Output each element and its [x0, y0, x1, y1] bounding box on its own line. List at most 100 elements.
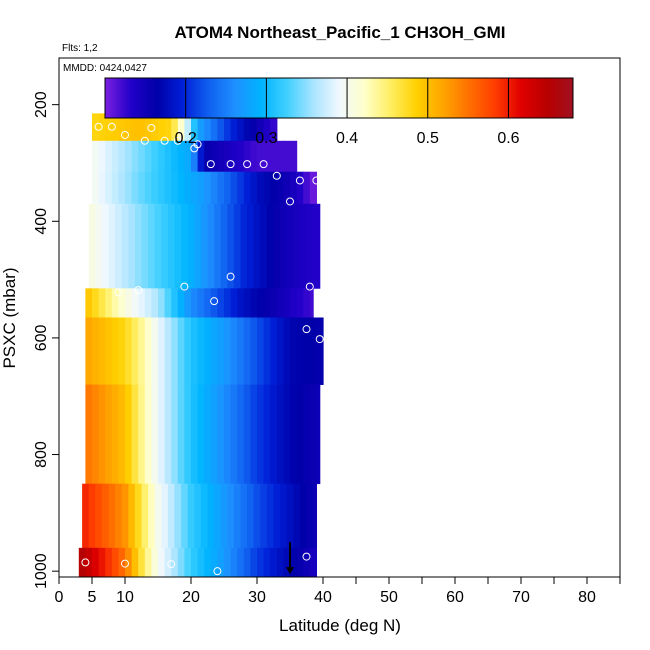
heatmap-cell [276, 140, 284, 173]
heatmap-cell [243, 113, 251, 142]
heatmap-cell [257, 288, 265, 318]
heatmap-cell [118, 171, 126, 205]
heatmap-cell [224, 140, 232, 173]
heatmap-cell [273, 203, 281, 289]
heatmap-cell [98, 171, 106, 205]
heatmap-cell [177, 171, 185, 205]
colorbar: 0.2 0.3 0.4 0.5 0.6 [104, 77, 574, 147]
heatmap-cell [263, 171, 271, 205]
arrow-head [286, 567, 294, 575]
heatmap-cell [88, 483, 96, 549]
sample-point [173, 136, 182, 145]
heatmap-cell [243, 140, 251, 173]
sample-point [315, 335, 324, 344]
heatmap-cell [296, 384, 304, 485]
sample-point [210, 297, 219, 306]
heatmap-cell [158, 288, 166, 318]
heatmap-cell [187, 203, 195, 289]
y-tick-label: 600 [33, 324, 50, 351]
x-tick-label: 10 [116, 589, 134, 606]
heatmap-cell [253, 203, 261, 289]
heatmap-cell [204, 288, 212, 318]
heatmap-cell [138, 288, 146, 318]
heatmap-cell [237, 384, 245, 485]
heatmap-cell [197, 547, 205, 578]
x-tick-label: 60 [446, 589, 464, 606]
heatmap-cell [105, 171, 113, 205]
heatmap-cell [144, 288, 152, 318]
heatmap-cell [171, 384, 179, 485]
heatmap-cell [164, 384, 172, 485]
heatmap-cell [290, 140, 298, 173]
heatmap-cell [276, 547, 284, 578]
heatmap-cell [250, 171, 258, 205]
heatmap-cell [306, 483, 314, 549]
heatmap-cell [131, 317, 139, 385]
heatmap-cell [257, 140, 265, 173]
heatmap-cell [197, 140, 205, 173]
heatmap-cell [286, 203, 294, 289]
heatmap-cell [270, 384, 278, 485]
x-tick-label: 70 [512, 589, 530, 606]
heatmap-cell [108, 483, 116, 549]
heatmap-cell [217, 171, 225, 205]
sample-point [243, 160, 252, 169]
x-tick-label: 30 [248, 589, 266, 606]
heatmap-cell [181, 203, 189, 289]
sample-point [147, 123, 156, 132]
heatmap-cell [184, 288, 192, 318]
heatmap-cell [148, 203, 156, 289]
heatmap-cell [158, 547, 166, 578]
sample-point [160, 136, 169, 145]
heatmap-cell [167, 203, 176, 289]
heatmap-cell [131, 171, 139, 205]
heatmap-cell [131, 547, 139, 578]
heatmap-cell [240, 483, 248, 549]
heatmap-cell [233, 483, 242, 549]
heatmap-cell [191, 547, 199, 578]
heatmap-cell [151, 171, 159, 205]
heatmap-cell [293, 203, 301, 289]
x-tick-label: 50 [380, 589, 398, 606]
heatmap-cell [184, 140, 192, 173]
heatmap-cell [224, 113, 232, 142]
heatmap-cell [230, 288, 238, 318]
heatmap-cell [85, 317, 93, 385]
heatmap-cell [118, 140, 126, 173]
sample-point [302, 552, 311, 561]
heatmap-cell [125, 384, 133, 485]
heatmap-cell [237, 547, 245, 578]
heatmap-cell [191, 384, 199, 485]
heatmap-cell [210, 547, 218, 578]
heatmap-cell [280, 483, 288, 549]
heatmap-cell [101, 203, 110, 289]
heatmap-cell [191, 113, 199, 142]
heatmap-cell [131, 384, 139, 485]
heatmap-cell [230, 140, 238, 173]
sample-point [121, 559, 129, 568]
heatmap-cell [177, 547, 185, 578]
heatmap-cell [250, 547, 258, 578]
heatmap-cell [197, 113, 205, 142]
heatmap-cell [151, 384, 159, 485]
heatmap-cell [204, 113, 212, 142]
heatmap-cell [214, 483, 222, 549]
heatmap-cell [111, 317, 119, 385]
heatmap-cell [299, 483, 308, 549]
heatmap-cell [230, 113, 238, 142]
heatmap-cell [270, 317, 278, 385]
heatmap-cell [197, 317, 205, 385]
x-tick-label: 0 [55, 589, 64, 606]
heatmap-cell [148, 483, 156, 549]
heatmap-cell [161, 483, 169, 549]
heatmap-cell [171, 113, 179, 142]
heatmap-cell [273, 483, 281, 549]
heatmap-cell [263, 317, 271, 385]
heatmap-cell [243, 171, 251, 205]
heatmap-cell [283, 384, 291, 485]
y-tick-label: 200 [33, 91, 50, 118]
heatmap-cell [164, 317, 172, 385]
heatmap-cell [217, 113, 225, 142]
heatmap-cell [257, 384, 265, 485]
sample-point [213, 567, 222, 576]
